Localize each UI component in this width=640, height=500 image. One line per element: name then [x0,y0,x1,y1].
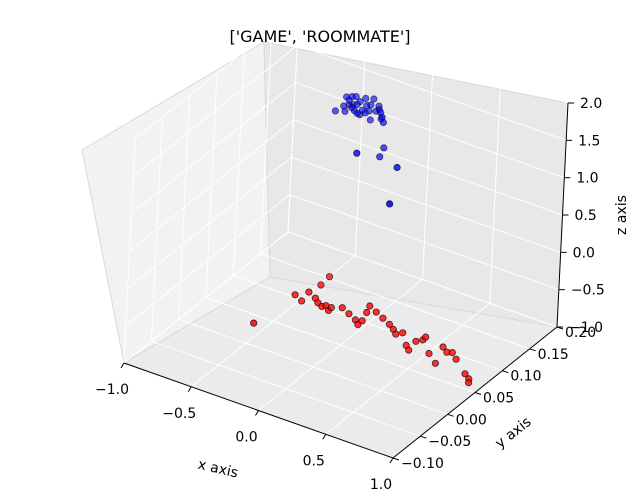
y-tick-label: 0.10 [510,369,541,385]
data-points [250,93,473,387]
x-tick-label: 1.0 [370,477,392,493]
red-data-point [422,333,430,341]
red-data-point [464,379,473,387]
grid-line-z [132,44,567,177]
x-tick [322,433,327,440]
red-data-point [345,310,353,318]
chart-title: ['GAME', 'ROOMMATE'] [229,27,410,46]
grid-line-z [123,231,558,364]
y-axis-label: y axis [493,414,535,452]
red-data-point [425,349,433,358]
blue-data-point [353,109,361,117]
red-data-point [439,343,447,351]
red-data-point [297,297,306,305]
blue-data-point [393,163,401,172]
red-data-point [317,281,325,289]
blue-data-point [362,94,370,103]
y-tick [392,457,400,461]
blue-data-point [366,116,374,124]
x-tick [255,410,259,416]
red-data-point [358,317,366,325]
blue-data-point [379,118,387,127]
red-data-point [250,319,258,327]
red-data-point [379,314,387,322]
y-tick-label: 0.05 [483,391,514,407]
y-tick [502,370,509,374]
blue-data-point [380,144,388,152]
y-tick [529,348,536,352]
red-data-point [392,330,400,338]
z-tick-label: 0.0 [573,245,595,261]
y-tick [447,413,454,417]
grid-line-z [125,194,559,327]
blue-data-point [385,200,394,208]
red-data-point [399,329,407,337]
y-tick [420,435,427,439]
red-data-point [338,304,346,312]
blue-data-point [370,95,378,103]
axis-lines [120,102,574,464]
x-tick-label: 0.5 [303,453,325,469]
blue-data-point [367,101,375,109]
blue-data-point [376,153,384,161]
y-tick-label: 0.20 [565,325,596,341]
grid-line-z [131,82,565,215]
red-data-point [363,308,371,317]
x-tick [389,457,394,464]
red-data-point [385,320,393,328]
red-data-point [405,346,413,354]
z-tick-label: 2.0 [580,96,602,112]
red-data-point [461,370,469,378]
red-data-point [452,355,460,363]
z-tick-label: 1.5 [578,133,600,149]
z-tick-label: −1.0 [569,320,603,336]
x-tick-label: 0.0 [235,430,257,446]
blue-data-point [356,98,364,106]
grid-line-z [129,119,563,252]
red-data-point [327,303,335,312]
blue-data-point [331,107,339,115]
red-data-point [291,291,299,299]
grid-line-z [134,7,569,140]
y-tick [474,392,482,395]
y-tick-label: 0.00 [456,412,487,428]
z-axis-label: z axis [614,195,630,235]
x-axis-label: x axis [196,457,239,482]
red-data-point [431,359,439,367]
grid-line-z [127,156,561,289]
x-tick-label: −1.0 [95,382,129,398]
tick-labels: −1.0 −0.5 0.0 0.5 1.0 −0.10 −0.05 0.00 0.05 0.10 0… [95,96,605,493]
red-data-point [325,273,334,281]
z-tick-label: 1.0 [576,171,598,187]
red-data-point [412,337,420,345]
x-tick [187,386,192,393]
blue-data-point [352,93,360,101]
red-data-point [366,302,374,310]
x-tick-label: −0.5 [162,406,196,422]
x-tick [120,362,125,369]
blue-data-point [348,104,356,112]
red-data-point [448,348,456,357]
y-tick-label: −0.10 [401,456,444,472]
blue-data-point [361,109,369,117]
red-data-point [305,288,313,296]
z-tick-label: 0.5 [575,208,597,224]
y-tick-label: −0.05 [428,434,471,450]
y-tick-label: 0.15 [538,347,569,363]
red-data-point [372,308,380,316]
blue-data-point [353,149,361,157]
z-tick-label: −0.5 [571,283,605,299]
blue-data-point [341,107,349,115]
